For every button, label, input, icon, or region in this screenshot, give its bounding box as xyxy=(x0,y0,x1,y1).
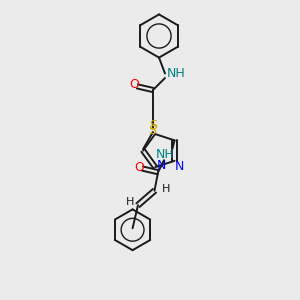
Text: N: N xyxy=(157,159,166,172)
Text: H: H xyxy=(125,196,134,207)
Text: NH: NH xyxy=(156,148,175,161)
Text: O: O xyxy=(134,160,144,174)
Text: H: H xyxy=(162,184,170,194)
Text: S: S xyxy=(150,119,158,132)
Text: O: O xyxy=(129,78,139,92)
Text: N: N xyxy=(174,160,184,173)
Text: S: S xyxy=(148,124,156,137)
Text: NH: NH xyxy=(167,67,185,80)
